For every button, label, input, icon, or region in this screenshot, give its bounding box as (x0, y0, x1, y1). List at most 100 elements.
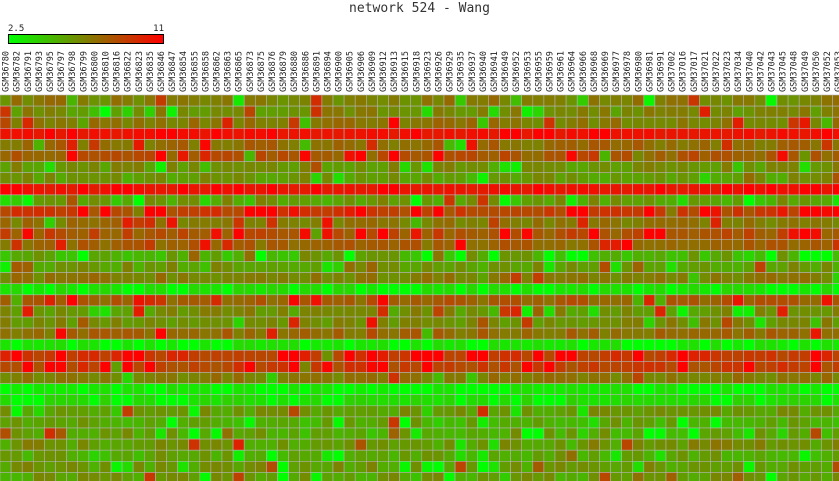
heatmap-cell (121, 283, 134, 296)
heatmap-cell (565, 194, 578, 207)
heatmap-cell (66, 460, 78, 473)
heatmap-cell (177, 250, 190, 262)
heatmap-cell (221, 327, 234, 340)
heatmap-cell (21, 327, 34, 340)
heatmap-cell (188, 216, 201, 229)
heatmap-cell (221, 372, 234, 384)
heatmap-cell (377, 349, 389, 362)
heatmap-cell (787, 194, 800, 207)
heatmap-cell (676, 272, 689, 285)
heatmap-cell (88, 150, 101, 162)
heatmap-cell (621, 361, 633, 373)
heatmap-cell (543, 361, 556, 373)
heatmap-cell (354, 227, 367, 240)
heatmap-cell (110, 105, 123, 118)
heatmap-cell (188, 460, 201, 473)
heatmap-cell (621, 128, 633, 140)
heatmap-cell (188, 305, 201, 318)
heatmap-cell (565, 472, 578, 481)
heatmap-cell (543, 460, 556, 473)
heatmap-cell (488, 361, 500, 373)
heatmap-cell (565, 349, 578, 362)
heatmap-cell (332, 472, 345, 481)
heatmap-cell (776, 94, 789, 107)
heatmap-cell (199, 216, 212, 229)
heatmap-cell (721, 272, 733, 285)
heatmap-cell (177, 416, 190, 429)
heatmap-cell (221, 460, 234, 473)
heatmap-cell (798, 161, 811, 174)
heatmap-cell (610, 261, 622, 273)
heatmap-cell (676, 294, 689, 307)
heatmap-cell (687, 405, 700, 418)
heatmap-cell (243, 272, 256, 285)
heatmap-cell (599, 128, 611, 140)
heatmap-cell (599, 283, 611, 296)
column-label: GSM36981 (645, 51, 655, 92)
heatmap-cell (521, 427, 534, 440)
heatmap-cell (399, 405, 412, 418)
heatmap-cell (0, 427, 12, 440)
heatmap-cell (365, 227, 378, 240)
heatmap-cell (210, 327, 223, 340)
heatmap-cell (665, 405, 678, 418)
heatmap-cell (599, 316, 611, 329)
heatmap-cell (576, 427, 589, 440)
heatmap-cell (66, 183, 78, 196)
heatmap-cell (21, 438, 34, 451)
heatmap-cell (443, 94, 456, 107)
heatmap-cell (821, 105, 833, 118)
heatmap-cell (687, 183, 700, 196)
heatmap-cell (332, 383, 345, 396)
heatmap-cell (665, 150, 678, 162)
heatmap-cell (510, 261, 523, 273)
heatmap-cell (232, 139, 245, 151)
heatmap-cell (510, 349, 523, 362)
heatmap-cell (32, 349, 45, 362)
heatmap-cell (44, 94, 56, 107)
heatmap-cell (121, 250, 134, 262)
heatmap-cell (266, 227, 278, 240)
heatmap-cell (776, 139, 789, 151)
heatmap-cell (454, 205, 467, 218)
heatmap-cell (121, 294, 134, 307)
heatmap-cell (665, 227, 678, 240)
heatmap-cell (399, 460, 412, 473)
heatmap-cell (221, 139, 234, 151)
heatmap-cell (488, 294, 500, 307)
heatmap-cell (443, 349, 456, 362)
heatmap-cell (543, 338, 556, 351)
heatmap-cell (66, 116, 78, 129)
heatmap-cell (277, 139, 289, 151)
heatmap-cell (144, 128, 156, 140)
heatmap-cell (410, 194, 423, 207)
heatmap-cell (743, 472, 756, 481)
heatmap-cell (421, 416, 434, 429)
heatmap-cell (765, 327, 778, 340)
heatmap-cell (432, 105, 445, 118)
heatmap-cell (832, 305, 839, 318)
heatmap-cell (443, 405, 456, 418)
heatmap-cell (610, 183, 622, 196)
heatmap-cell (410, 128, 423, 140)
heatmap-cell (232, 383, 245, 396)
column-label: GSM37043 (767, 51, 777, 92)
heatmap-cell (354, 349, 367, 362)
heatmap-cell (221, 394, 234, 407)
heatmap-cell (388, 294, 400, 307)
heatmap-cell (210, 405, 223, 418)
heatmap-cell (0, 183, 12, 196)
heatmap-cell (321, 327, 334, 340)
heatmap-cell (754, 250, 767, 262)
heatmap-cell (488, 116, 500, 129)
heatmap-cell (476, 194, 489, 207)
heatmap-cell (521, 105, 534, 118)
heatmap-cell (599, 94, 611, 107)
heatmap-cell (698, 427, 711, 440)
heatmap-cell (10, 460, 23, 473)
heatmap-cell (643, 172, 656, 185)
heatmap-cell (599, 205, 611, 218)
heatmap-cell (110, 338, 123, 351)
heatmap-cell (832, 194, 839, 207)
heatmap-cell (543, 294, 556, 307)
